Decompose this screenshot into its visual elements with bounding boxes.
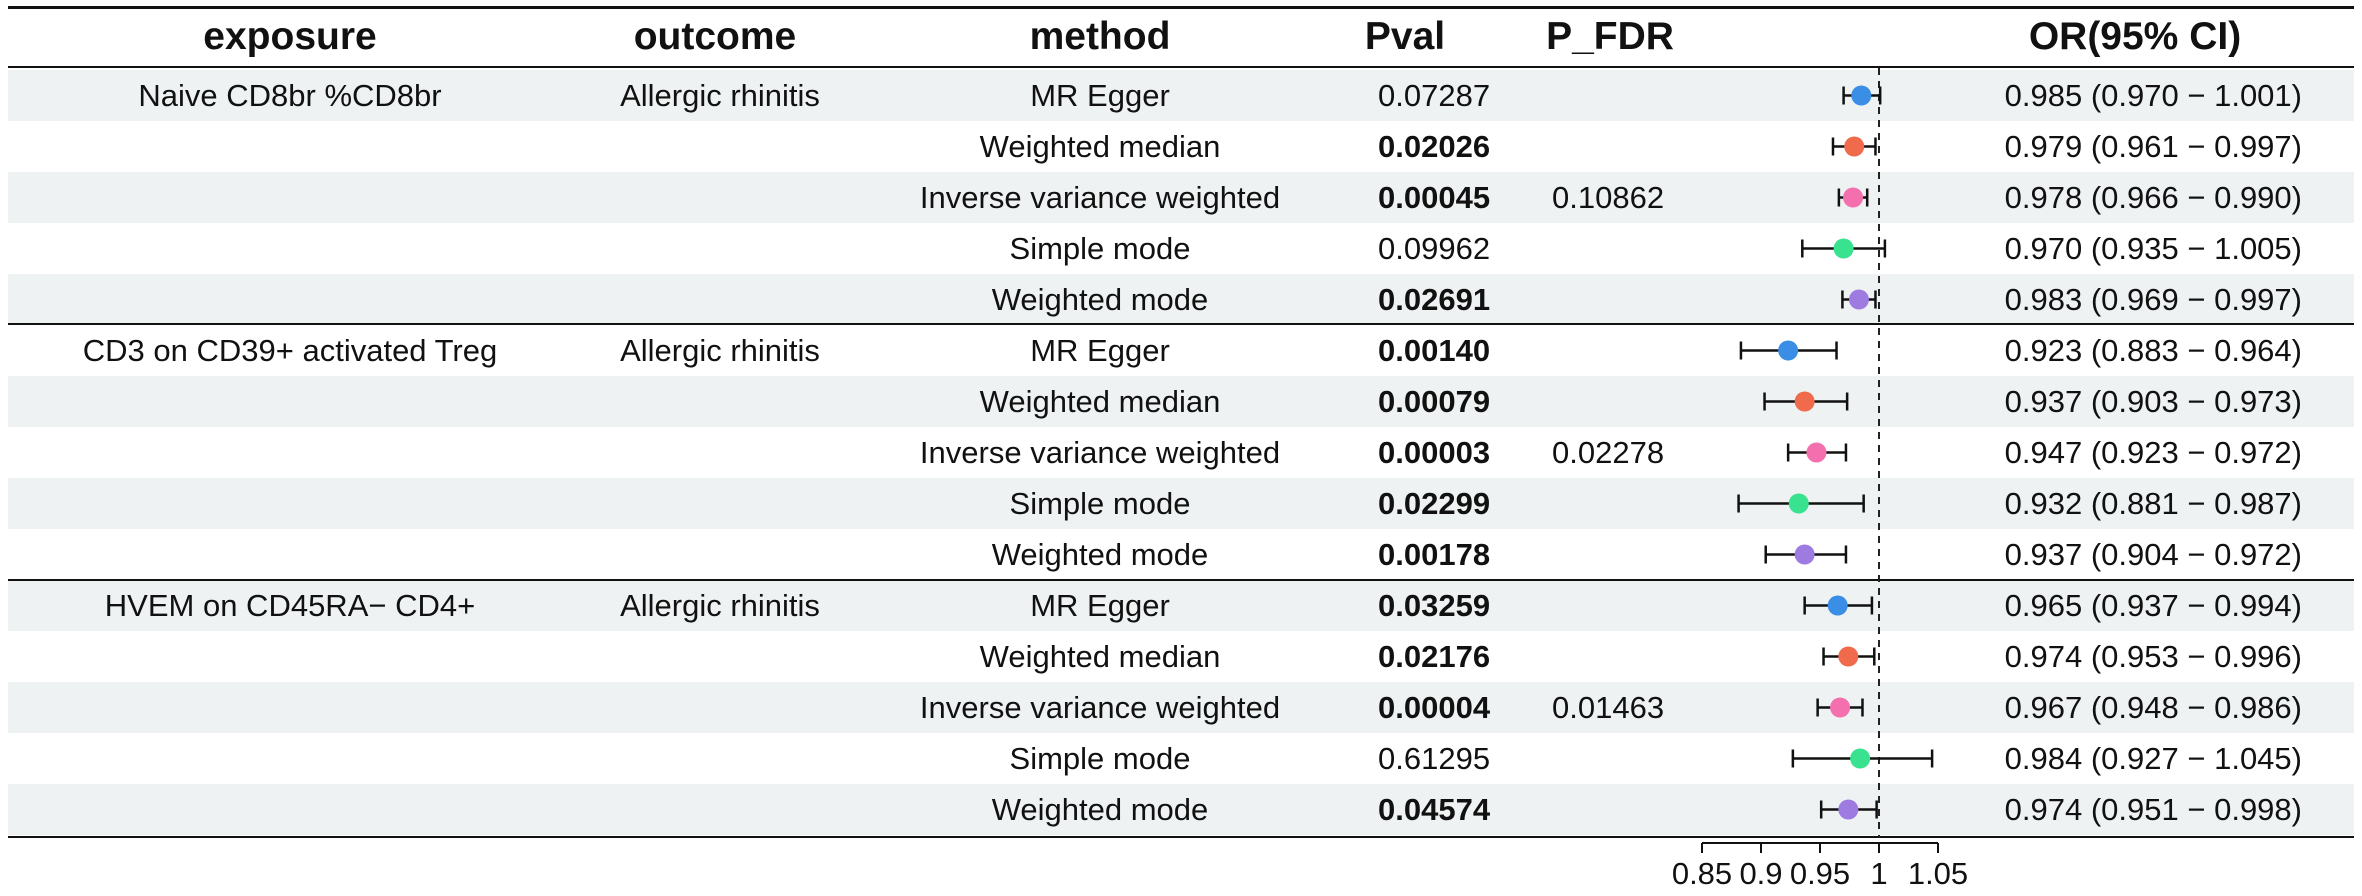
outcome-cell: Allergic rhinitis bbox=[620, 333, 820, 368]
pval-cell: 0.02176 bbox=[1378, 639, 1491, 674]
method-cell: Weighted mode bbox=[991, 282, 1209, 317]
outcome-cell: Allergic rhinitis bbox=[620, 78, 820, 113]
method-cell: Simple mode bbox=[1009, 741, 1191, 776]
pval-cell: 0.00140 bbox=[1378, 333, 1491, 368]
method-cell: MR Egger bbox=[1030, 333, 1170, 368]
method-cell: Weighted median bbox=[979, 639, 1221, 674]
or-ci-cell: 0.947 (0.923 − 0.972) bbox=[2004, 435, 2302, 470]
pval-cell: 0.09962 bbox=[1378, 231, 1491, 266]
group-rule-2 bbox=[8, 579, 2354, 581]
or-point bbox=[1778, 340, 1799, 361]
group-rule-1 bbox=[8, 323, 2354, 325]
exposure-cell: HVEM on CD45RA− CD4+ bbox=[104, 588, 476, 623]
x-tick-label: 0.95 bbox=[1790, 856, 1850, 891]
method-cell: Weighted mode bbox=[991, 792, 1209, 827]
or-point bbox=[1806, 442, 1827, 463]
or-point bbox=[1843, 187, 1864, 208]
row-band bbox=[8, 682, 2354, 733]
method-cell: MR Egger bbox=[1030, 588, 1170, 623]
pval-cell: 0.03259 bbox=[1378, 588, 1491, 623]
method-cell: Simple mode bbox=[1009, 231, 1191, 266]
exposure-cell: CD3 on CD39+ activated Treg bbox=[82, 333, 498, 368]
pfdr-cell: 0.01463 bbox=[1552, 690, 1665, 725]
or-ci-cell: 0.937 (0.904 − 0.972) bbox=[2004, 537, 2302, 572]
pval-cell: 0.02691 bbox=[1378, 282, 1491, 317]
or-point bbox=[1833, 238, 1854, 259]
or-ci-cell: 0.965 (0.937 − 0.994) bbox=[2004, 588, 2302, 623]
pval-cell: 0.00003 bbox=[1378, 435, 1491, 470]
or-point bbox=[1827, 595, 1848, 616]
pval-cell: 0.02299 bbox=[1378, 486, 1491, 521]
or-point bbox=[1838, 646, 1859, 667]
method-cell: MR Egger bbox=[1030, 78, 1170, 113]
row-band bbox=[8, 784, 2354, 835]
exposure-cell: Naive CD8br %CD8br bbox=[138, 78, 442, 113]
row-band bbox=[8, 70, 2354, 121]
x-tick-label: 0.9 bbox=[1739, 856, 1782, 891]
header-rule bbox=[8, 66, 2354, 68]
header-outcome: outcome bbox=[633, 15, 797, 58]
or-point bbox=[1838, 799, 1859, 820]
pval-cell: 0.00004 bbox=[1378, 690, 1491, 725]
or-ci-cell: 0.984 (0.927 − 1.045) bbox=[2004, 741, 2302, 776]
method-cell: Inverse variance weighted bbox=[919, 435, 1281, 470]
or-ci-cell: 0.974 (0.951 − 0.998) bbox=[2004, 792, 2302, 827]
method-cell: Weighted median bbox=[979, 129, 1221, 164]
or-ci-cell: 0.937 (0.903 − 0.973) bbox=[2004, 384, 2302, 419]
x-tick-label: 1 bbox=[1870, 856, 1887, 891]
or-ci-cell: 0.979 (0.961 − 0.997) bbox=[2004, 129, 2302, 164]
header-pfdr: P_FDR bbox=[1546, 15, 1674, 58]
method-cell: Inverse variance weighted bbox=[919, 180, 1281, 215]
or-point bbox=[1794, 544, 1815, 565]
header-pval: Pval bbox=[1364, 15, 1446, 58]
pfdr-cell: 0.02278 bbox=[1552, 435, 1665, 470]
or-ci-cell: 0.985 (0.970 − 1.001) bbox=[2004, 78, 2302, 113]
top-rule bbox=[8, 6, 2354, 9]
method-cell: Weighted median bbox=[979, 384, 1221, 419]
pval-cell: 0.07287 bbox=[1378, 78, 1491, 113]
pval-cell: 0.02026 bbox=[1378, 129, 1491, 164]
pval-cell: 0.00045 bbox=[1378, 180, 1491, 215]
header-exposure: exposure bbox=[203, 15, 377, 58]
row-band bbox=[8, 172, 2354, 223]
x-tick-label: 1.05 bbox=[1908, 856, 1968, 891]
or-point bbox=[1844, 136, 1865, 157]
or-point bbox=[1848, 289, 1869, 310]
pval-cell: 0.00079 bbox=[1378, 384, 1491, 419]
or-ci-cell: 0.932 (0.881 − 0.987) bbox=[2004, 486, 2302, 521]
header-method: method bbox=[1029, 15, 1171, 58]
or-ci-cell: 0.983 (0.969 − 0.997) bbox=[2004, 282, 2302, 317]
bottom-rule bbox=[8, 836, 2354, 838]
or-point bbox=[1788, 493, 1809, 514]
row-band bbox=[8, 580, 2354, 631]
or-ci-cell: 0.923 (0.883 − 0.964) bbox=[2004, 333, 2302, 368]
or-ci-cell: 0.974 (0.953 − 0.996) bbox=[2004, 639, 2302, 674]
method-cell: Inverse variance weighted bbox=[919, 690, 1281, 725]
x-tick-label: 0.85 bbox=[1672, 856, 1732, 891]
or-point bbox=[1830, 697, 1851, 718]
pfdr-cell: 0.10862 bbox=[1552, 180, 1665, 215]
pval-cell: 0.04574 bbox=[1378, 792, 1491, 827]
or-point bbox=[1794, 391, 1815, 412]
row-band bbox=[8, 274, 2354, 325]
pval-cell: 0.00178 bbox=[1378, 537, 1491, 572]
outcome-cell: Allergic rhinitis bbox=[620, 588, 820, 623]
header-or-ci: OR(95% CI) bbox=[2028, 15, 2242, 58]
row-band bbox=[8, 376, 2354, 427]
row-band bbox=[8, 478, 2354, 529]
method-cell: Simple mode bbox=[1009, 486, 1191, 521]
or-point bbox=[1851, 85, 1872, 106]
or-ci-cell: 0.978 (0.966 − 0.990) bbox=[2004, 180, 2302, 215]
pval-cell: 0.61295 bbox=[1378, 741, 1491, 776]
or-ci-cell: 0.967 (0.948 − 0.986) bbox=[2004, 690, 2302, 725]
method-cell: Weighted mode bbox=[991, 537, 1209, 572]
or-point bbox=[1850, 748, 1871, 769]
or-ci-cell: 0.970 (0.935 − 1.005) bbox=[2004, 231, 2302, 266]
